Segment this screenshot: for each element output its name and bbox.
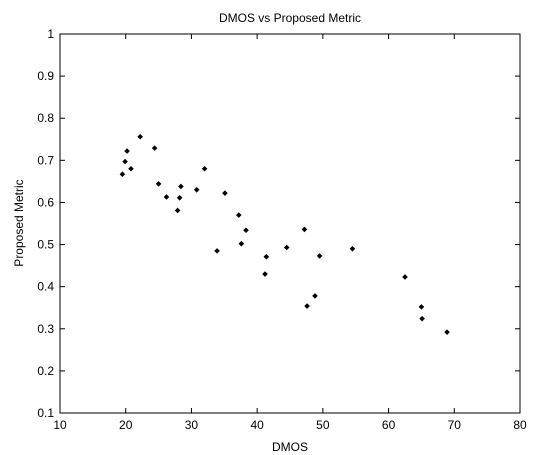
plot-frame bbox=[59, 33, 521, 414]
y-tick-label: 0.7 bbox=[37, 153, 54, 167]
data-point bbox=[178, 183, 184, 190]
x-tick-label: 20 bbox=[119, 418, 133, 432]
data-point bbox=[174, 207, 181, 214]
x-tick-label: 80 bbox=[513, 418, 527, 432]
data-point bbox=[176, 195, 183, 201]
data-point bbox=[312, 293, 318, 299]
data-point bbox=[193, 187, 200, 193]
data-point bbox=[402, 274, 408, 280]
x-tick-label: 10 bbox=[53, 418, 67, 432]
y-tick-label: 0.1 bbox=[37, 406, 54, 420]
data-point bbox=[304, 303, 310, 309]
data-points bbox=[119, 133, 450, 335]
data-point bbox=[243, 227, 249, 234]
data-point bbox=[214, 248, 220, 254]
data-point bbox=[155, 181, 162, 187]
x-tick-label: 70 bbox=[448, 418, 462, 432]
x-axis-label: DMOS bbox=[272, 440, 308, 454]
data-point bbox=[238, 240, 245, 247]
data-point bbox=[444, 329, 450, 335]
data-point bbox=[235, 212, 242, 218]
data-point bbox=[301, 226, 308, 233]
y-tick-label: 0.8 bbox=[37, 111, 54, 125]
data-point bbox=[137, 133, 143, 140]
data-point bbox=[418, 304, 425, 310]
x-tick-label: 40 bbox=[250, 418, 264, 432]
x-tick-label: 60 bbox=[382, 418, 396, 432]
y-axis-label: Proposed Metric bbox=[12, 179, 26, 266]
x-tick-label: 30 bbox=[185, 418, 199, 432]
y-tick-label: 0.6 bbox=[37, 195, 54, 209]
data-point bbox=[316, 253, 323, 259]
data-point bbox=[263, 253, 270, 260]
x-tick-label: 50 bbox=[316, 418, 330, 432]
data-point bbox=[349, 245, 356, 252]
data-point bbox=[419, 315, 425, 322]
y-tick-label: 1 bbox=[47, 27, 54, 41]
y-tick-label: 0.2 bbox=[37, 364, 54, 378]
data-point bbox=[119, 171, 126, 178]
data-point bbox=[163, 194, 170, 200]
data-point bbox=[283, 244, 290, 251]
data-point bbox=[128, 165, 134, 172]
data-point bbox=[151, 145, 158, 151]
y-tick-label: 0.9 bbox=[37, 69, 54, 83]
data-point bbox=[122, 158, 128, 165]
y-tick-label: 0.4 bbox=[37, 280, 54, 294]
plot-area bbox=[60, 34, 520, 413]
data-point bbox=[222, 190, 228, 196]
axis-ticks: 10 20 30 40 50 60 70 80 0.1 0.2 0.3 0.4 0.5 0.6 0.7 0.8… bbox=[37, 27, 527, 432]
y-tick-label: 0.3 bbox=[37, 322, 54, 336]
data-point bbox=[262, 271, 268, 277]
chart-title: DMOS vs Proposed Metric bbox=[219, 11, 361, 25]
y-tick-label: 0.5 bbox=[37, 238, 54, 252]
data-point bbox=[124, 148, 130, 154]
data-point bbox=[201, 165, 208, 172]
